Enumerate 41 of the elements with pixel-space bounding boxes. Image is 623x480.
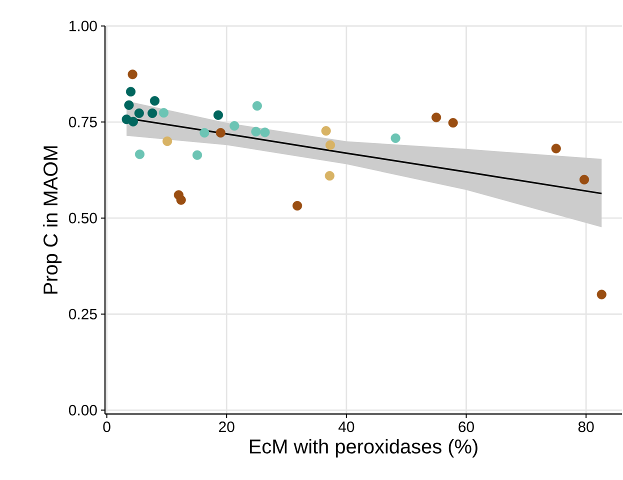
y-tick-label: 0.75 (68, 116, 97, 128)
point (579, 174, 590, 184)
point (158, 108, 169, 118)
point (596, 290, 606, 300)
point (148, 108, 158, 118)
point (390, 133, 400, 143)
point (260, 128, 270, 138)
point (551, 144, 561, 154)
point (200, 128, 210, 138)
point (230, 121, 240, 131)
point (150, 96, 160, 106)
point (448, 118, 458, 128)
x-tick-label: 20 (219, 422, 234, 432)
point (251, 126, 261, 136)
point (252, 101, 262, 111)
x-tick-label: 0 (103, 422, 110, 432)
x-tick-label: 80 (578, 422, 594, 432)
point (176, 195, 186, 205)
point (124, 100, 134, 110)
y-tick-label: 0.00 (68, 404, 97, 416)
point (321, 126, 331, 136)
point (324, 171, 334, 181)
point (134, 150, 145, 160)
point (325, 140, 336, 150)
point (162, 136, 172, 146)
x-tick-label: 60 (458, 422, 474, 432)
x-axis-title: EcM with peroxidases (%) (250, 438, 478, 458)
point (431, 112, 442, 122)
y-tick-label: 1.00 (70, 20, 97, 32)
point (292, 200, 302, 211)
point (128, 70, 138, 80)
y-tick-label: 0.25 (68, 308, 97, 320)
point (213, 110, 224, 120)
point (192, 150, 202, 160)
point (128, 116, 138, 126)
point (134, 108, 144, 118)
y-tick-label: 0.50 (68, 212, 97, 224)
point (126, 86, 136, 96)
point (216, 128, 226, 138)
y-axis-title: Prop C in MAOM (42, 146, 62, 294)
x-tick-label: 40 (338, 422, 354, 432)
